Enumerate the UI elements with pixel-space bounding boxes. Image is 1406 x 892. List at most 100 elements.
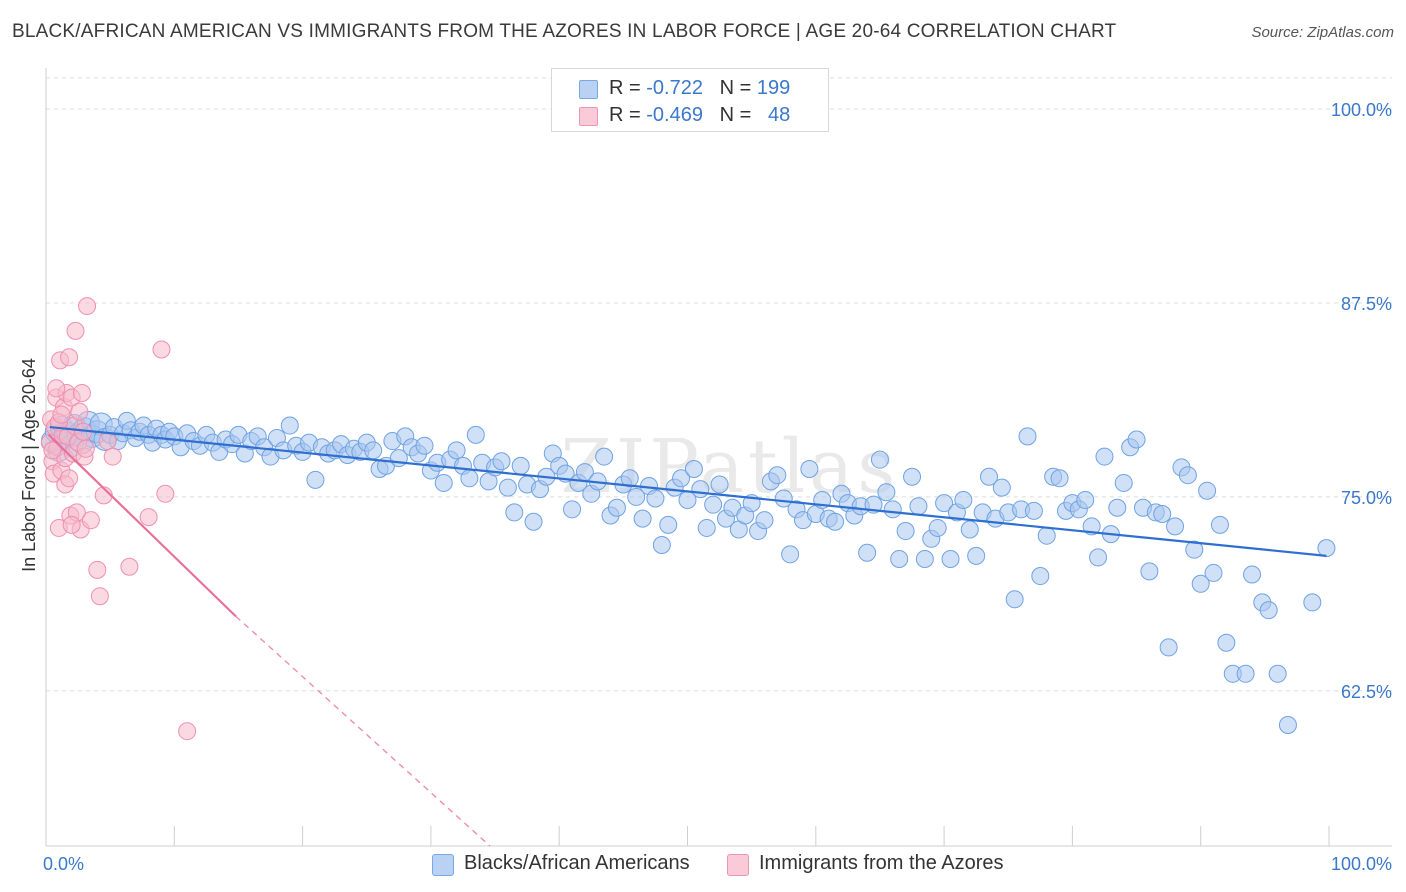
- data-point: [1031, 567, 1050, 586]
- data-point: [1140, 562, 1159, 581]
- data-point: [704, 495, 723, 514]
- data-point: [1317, 539, 1336, 558]
- data-point: [563, 500, 582, 519]
- data-point: [980, 467, 999, 486]
- series-points-1: [40, 297, 197, 741]
- legend-row-azores: R = -0.469 N = 48: [552, 102, 828, 130]
- data-point: [62, 515, 81, 534]
- data-point: [1303, 593, 1322, 612]
- data-point: [306, 470, 325, 489]
- data-point: [178, 722, 197, 741]
- series-label: Blacks/African Americans: [464, 852, 690, 874]
- data-point: [1243, 565, 1262, 584]
- series-points-0: [40, 410, 1336, 734]
- legend-n-label: N =: [719, 77, 752, 99]
- data-point: [659, 515, 678, 534]
- data-point: [1114, 473, 1133, 492]
- legend-n-label: N =: [719, 104, 752, 126]
- x-tick-label: 100.0%: [1331, 854, 1392, 874]
- data-point: [98, 432, 117, 451]
- data-point: [633, 509, 652, 528]
- data-point: [88, 560, 107, 579]
- legend-r-label: R =: [609, 104, 641, 126]
- data-point: [870, 450, 889, 469]
- data-point: [691, 480, 710, 499]
- data-point: [684, 459, 703, 478]
- trend-extension-1: [235, 615, 491, 847]
- data-point: [1204, 563, 1223, 582]
- data-point: [960, 520, 979, 539]
- data-point: [47, 379, 66, 398]
- y-tick-label: 62.5%: [1341, 682, 1392, 702]
- data-point: [492, 452, 511, 471]
- data-point: [1217, 633, 1236, 652]
- data-point: [66, 321, 85, 340]
- data-point: [1259, 601, 1278, 620]
- data-point: [90, 587, 109, 606]
- series-swatch-blue: [432, 854, 454, 876]
- data-point: [826, 512, 845, 531]
- data-point: [415, 436, 434, 455]
- data-point: [935, 494, 954, 513]
- data-point: [627, 487, 646, 506]
- data-point: [103, 447, 122, 466]
- data-point: [1278, 715, 1297, 734]
- data-point: [915, 549, 934, 568]
- data-point: [1268, 664, 1287, 683]
- y-tick-label: 75.0%: [1341, 488, 1392, 508]
- grid-lines: [46, 77, 1392, 692]
- data-point: [883, 500, 902, 519]
- x-tick-label: 0.0%: [43, 854, 84, 874]
- data-points: [40, 297, 1336, 741]
- data-point: [156, 484, 175, 503]
- legend-n-value: 199: [756, 77, 791, 99]
- trend-line-0: [49, 425, 1327, 557]
- data-point: [1095, 447, 1114, 466]
- data-point: [447, 441, 466, 460]
- data-point: [1037, 526, 1056, 545]
- data-point: [774, 489, 793, 508]
- data-point: [81, 511, 100, 530]
- data-point: [364, 441, 383, 460]
- data-point: [1050, 469, 1069, 488]
- legend-n-value: 48: [768, 104, 791, 126]
- data-point: [755, 511, 774, 530]
- data-point: [152, 340, 171, 359]
- data-point: [1024, 501, 1043, 520]
- data-point: [646, 489, 665, 508]
- data-point: [52, 405, 71, 424]
- data-point: [768, 466, 787, 485]
- data-point: [1210, 515, 1229, 534]
- data-point: [505, 503, 524, 522]
- data-point: [967, 546, 986, 565]
- data-point: [903, 467, 922, 486]
- data-point: [620, 469, 639, 488]
- data-point: [280, 416, 299, 435]
- chart-title: BLACK/AFRICAN AMERICAN VS IMMIGRANTS FRO…: [12, 21, 1117, 42]
- data-point: [672, 469, 691, 488]
- legend-r-value: -0.722: [646, 77, 703, 99]
- data-point: [1005, 590, 1024, 609]
- legend-r-label: R =: [609, 77, 641, 99]
- data-point: [511, 456, 530, 475]
- data-point: [896, 522, 915, 541]
- data-point: [877, 483, 896, 502]
- data-point: [1198, 481, 1217, 500]
- data-point: [460, 469, 479, 488]
- series-swatch-pink: [727, 854, 749, 876]
- tick-labels: 62.5% 75.0% 87.5% 100.0% 0.0% 100.0%: [43, 100, 1392, 874]
- data-point: [1185, 540, 1204, 559]
- legend-row-blacks: R = -0.722 N = 199: [552, 75, 828, 103]
- data-point: [1076, 491, 1095, 510]
- correlation-legend: R = -0.722 N = 199 R = -0.469 N = 48: [551, 68, 829, 132]
- data-point: [524, 512, 543, 531]
- y-tick-label: 87.5%: [1341, 294, 1392, 314]
- data-point: [60, 348, 79, 367]
- data-point: [941, 549, 960, 568]
- data-point: [909, 497, 928, 516]
- trend-lines: [47, 425, 1327, 847]
- data-point: [1153, 504, 1172, 523]
- data-point: [954, 491, 973, 510]
- data-point: [1236, 664, 1255, 683]
